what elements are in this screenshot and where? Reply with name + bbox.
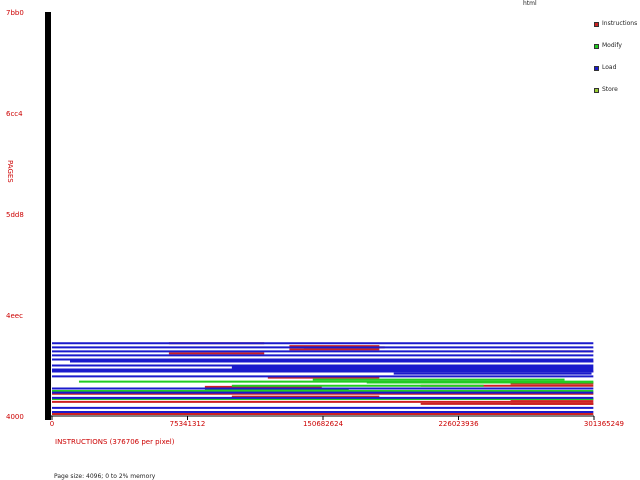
x-tick-label: 75341312 <box>170 420 206 428</box>
legend-label: Load <box>602 64 617 71</box>
legend: Instructions Modify Load Store <box>594 20 640 108</box>
y-axis-title: PAGES <box>6 160 14 183</box>
legend-swatch <box>594 66 599 71</box>
legend-item: Modify <box>594 42 640 64</box>
legend-label: Store <box>602 86 618 93</box>
y-tick-label: 4000 <box>6 413 24 421</box>
legend-item: Load <box>594 64 640 86</box>
legend-label: Modify <box>602 42 622 49</box>
x-tick-label: 226023936 <box>438 420 479 428</box>
x-tick-label: 150682624 <box>303 420 344 428</box>
footer-note: Page size: 4096; 0 to 2% memory <box>54 473 156 480</box>
chart-title: html <box>523 0 537 7</box>
legend-item: Instructions <box>594 20 640 42</box>
y-tick-label: 7bb0 <box>6 9 24 17</box>
series-modify <box>52 378 594 401</box>
legend-label: Instructions <box>602 20 638 27</box>
legend-swatch <box>594 44 599 49</box>
y-axis-bar <box>45 12 51 420</box>
x-tick-label: 0 <box>50 420 54 428</box>
series-load <box>52 342 594 413</box>
y-tick-label: 5dd8 <box>6 211 24 219</box>
y-tick-label: 4eec <box>6 312 23 320</box>
legend-swatch <box>594 22 599 27</box>
x-axis-title: INSTRUCTIONS (376706 per pixel) <box>55 438 175 446</box>
legend-item: Store <box>594 86 640 108</box>
x-tick-label: 301365249 <box>584 420 624 428</box>
legend-swatch <box>594 88 599 93</box>
y-tick-label: 6cc4 <box>6 110 23 118</box>
